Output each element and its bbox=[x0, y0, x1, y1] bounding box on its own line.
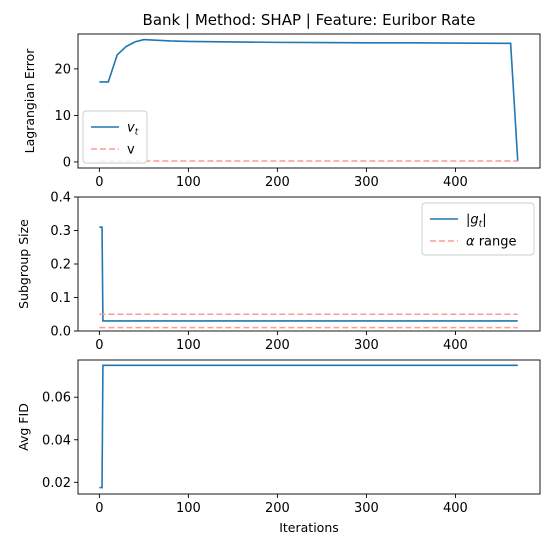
y-axis-label-0: Lagrangian Error bbox=[22, 48, 37, 154]
x-tick-label-2-1: 100 bbox=[176, 501, 201, 516]
legend-label-0-1: v bbox=[127, 143, 135, 158]
y-tick-label-2-1: 0.04 bbox=[42, 433, 71, 448]
x-tick-label-0-2: 200 bbox=[265, 175, 290, 190]
legend-label-1-1: α range bbox=[466, 235, 517, 250]
y-tick-label-1-4: 0.4 bbox=[50, 191, 71, 206]
chart-panel-fid: 0 100 200 300 400 0.02 0.04 0.06 Avg FID Iteratio… bbox=[16, 359, 541, 535]
x-tick-label-0-0: 0 bbox=[95, 175, 103, 190]
y-tick-label-0-0: 0 bbox=[63, 155, 71, 170]
legend-box-0 bbox=[82, 110, 148, 164]
x-tick-label-1-3: 300 bbox=[354, 338, 379, 353]
axes-frame-0 bbox=[77, 33, 541, 169]
chart-title-0: Bank | Method: SHAP | Feature: Euribor R… bbox=[143, 11, 476, 29]
y-tick-label-2-0: 0.02 bbox=[42, 476, 71, 491]
y-tick-label-1-3: 0.3 bbox=[50, 224, 71, 239]
x-tick-label-0-3: 300 bbox=[354, 175, 379, 190]
y-tick-label-1-2: 0.2 bbox=[50, 258, 71, 273]
legend-box-1 bbox=[421, 202, 535, 256]
y-tick-label-2-2: 0.06 bbox=[42, 391, 71, 406]
x-tick-label-2-3: 300 bbox=[354, 501, 379, 516]
y-tick-label-1-1: 0.1 bbox=[50, 291, 71, 306]
y-tick-label-0-2: 20 bbox=[54, 62, 71, 77]
y-axis-label-2: Avg FID bbox=[16, 403, 31, 451]
x-tick-label-0-1: 100 bbox=[176, 175, 201, 190]
series-line-1-0 bbox=[99, 226, 518, 322]
series-line-2-0 bbox=[99, 364, 518, 489]
legend-1: |gt| α range bbox=[421, 202, 535, 256]
series-line-0-0 bbox=[99, 38, 519, 162]
x-tick-label-0-4: 400 bbox=[443, 175, 468, 190]
legend-0: vt v bbox=[82, 110, 148, 164]
x-tick-label-1-0: 0 bbox=[95, 338, 103, 353]
y-tick-label-1-0: 0.0 bbox=[50, 325, 71, 340]
x-tick-label-2-0: 0 bbox=[95, 501, 103, 516]
legend-label-1-0: |gt| bbox=[466, 213, 487, 230]
chart-panel-error: 0 100 200 300 400 0 10 20 Lagrangian Error Bank |… bbox=[22, 11, 541, 190]
x-tick-label-1-2: 200 bbox=[265, 338, 290, 353]
y-tick-label-0-1: 10 bbox=[54, 109, 71, 124]
x-tick-label-2-2: 200 bbox=[265, 501, 290, 516]
y-axis-label-1: Subgroup Size bbox=[16, 219, 31, 309]
x-tick-label-1-4: 400 bbox=[443, 338, 468, 353]
x-tick-label-2-4: 400 bbox=[443, 501, 468, 516]
x-axis-label-2: Iterations bbox=[279, 520, 339, 535]
axes-frame-2 bbox=[77, 359, 541, 495]
x-tick-label-1-1: 100 bbox=[176, 338, 201, 353]
legend-label-0-0: vt bbox=[127, 121, 139, 138]
chart-panel-subgroup: 0 100 200 300 400 0.0 0.1 0.2 0.3 0.4 Subgroup Siz… bbox=[16, 191, 541, 353]
